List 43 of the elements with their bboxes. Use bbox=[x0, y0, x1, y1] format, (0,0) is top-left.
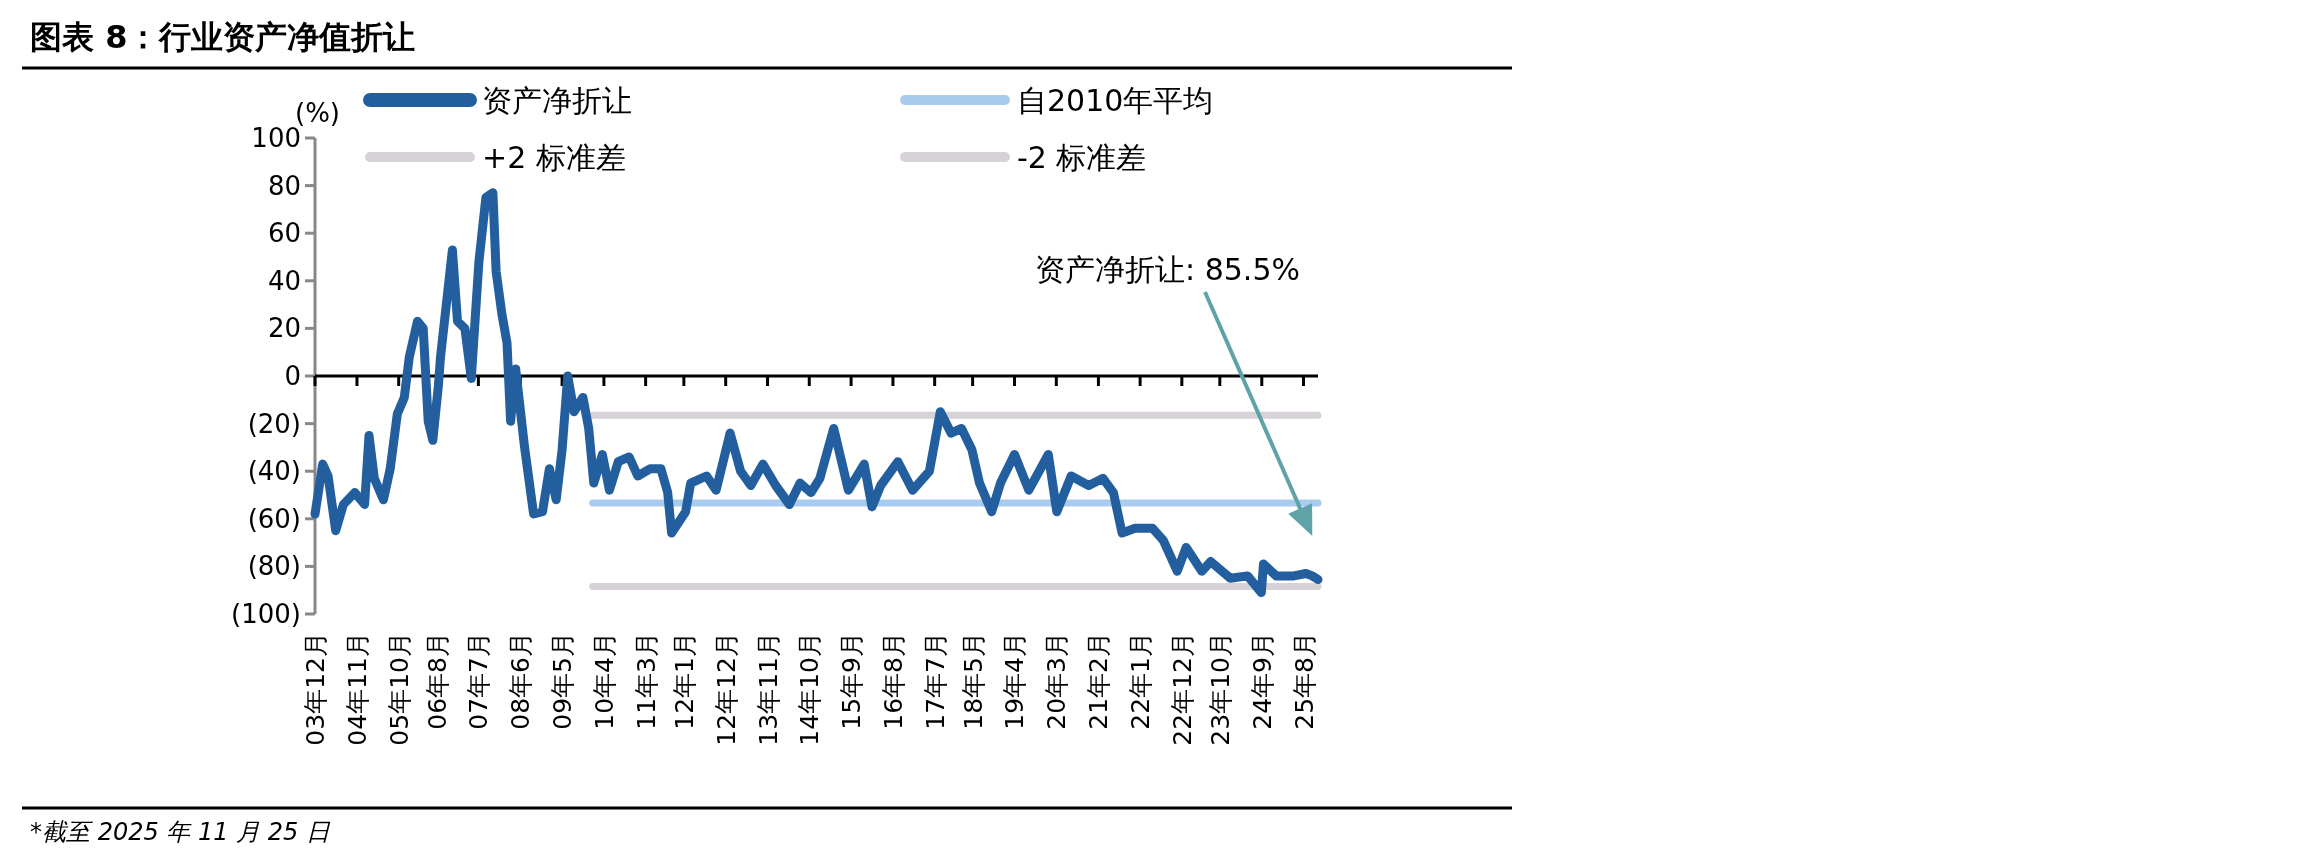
x-tick-label: 22年1月 bbox=[1126, 632, 1156, 730]
x-tick-label: 21年2月 bbox=[1084, 632, 1114, 730]
annotation: 资产净折让: 85.5% bbox=[1035, 252, 1300, 287]
x-tick-label: 19年4月 bbox=[1000, 632, 1030, 730]
x-tick-label: 12年12月 bbox=[711, 632, 741, 746]
y-axis-title: (%) bbox=[295, 98, 340, 128]
legend-label: +2 标准差 bbox=[482, 140, 626, 175]
y-tick-label: 40 bbox=[267, 265, 301, 296]
x-tick-label: 14年10月 bbox=[795, 632, 825, 746]
legend-label: 自2010年平均 bbox=[1017, 83, 1214, 118]
x-tick-label: 18年5月 bbox=[958, 632, 988, 730]
y-tick-label: 0 bbox=[284, 361, 301, 391]
chart-title: 图表 8：行业资产净值折让 bbox=[30, 18, 416, 56]
y-tick-label: (60) bbox=[247, 503, 301, 534]
x-tick-label: 13年11月 bbox=[753, 632, 783, 746]
x-tick-label: 10年4月 bbox=[589, 632, 619, 730]
x-tick-label: 23年10月 bbox=[1205, 632, 1235, 746]
text: *截至 2025 年 11 月 25 日 bbox=[30, 818, 331, 846]
x-tick-label: 17年7月 bbox=[920, 632, 950, 730]
y-tick-label: (40) bbox=[247, 456, 301, 487]
y-tick-label: (100) bbox=[231, 599, 301, 629]
x-tick-label: 06年8月 bbox=[422, 632, 452, 730]
x-tick-label: 05年10月 bbox=[384, 632, 414, 746]
y-tick-label: 60 bbox=[267, 218, 301, 249]
x-tick-label: 09年5月 bbox=[548, 632, 578, 730]
y-tick-label: 80 bbox=[267, 170, 301, 201]
x-tick-label: 03年12月 bbox=[301, 632, 330, 746]
x-tick-label: 07年7月 bbox=[464, 632, 494, 730]
x-tick-label: 20年3月 bbox=[1042, 632, 1072, 730]
x-tick-label: 25年8月 bbox=[1289, 632, 1319, 730]
x-tick-label: 24年9月 bbox=[1247, 632, 1277, 730]
x-tick-label: 12年1月 bbox=[669, 632, 699, 730]
x-tick-label: 22年12月 bbox=[1167, 632, 1197, 746]
x-tick-label: 08年6月 bbox=[506, 632, 536, 730]
y-tick-label: (80) bbox=[247, 551, 301, 582]
x-tick-label: 04年11月 bbox=[342, 632, 372, 746]
legend-label: -2 标准差 bbox=[1017, 140, 1147, 175]
y-tick-label: 20 bbox=[267, 313, 301, 344]
x-tick-label: 11年3月 bbox=[631, 632, 661, 730]
y-tick-label: (20) bbox=[247, 408, 301, 439]
x-tick-label: 15年9月 bbox=[837, 632, 867, 730]
legend-label: 资产净折让 bbox=[482, 83, 632, 118]
x-tick-label: 16年8月 bbox=[878, 632, 908, 730]
